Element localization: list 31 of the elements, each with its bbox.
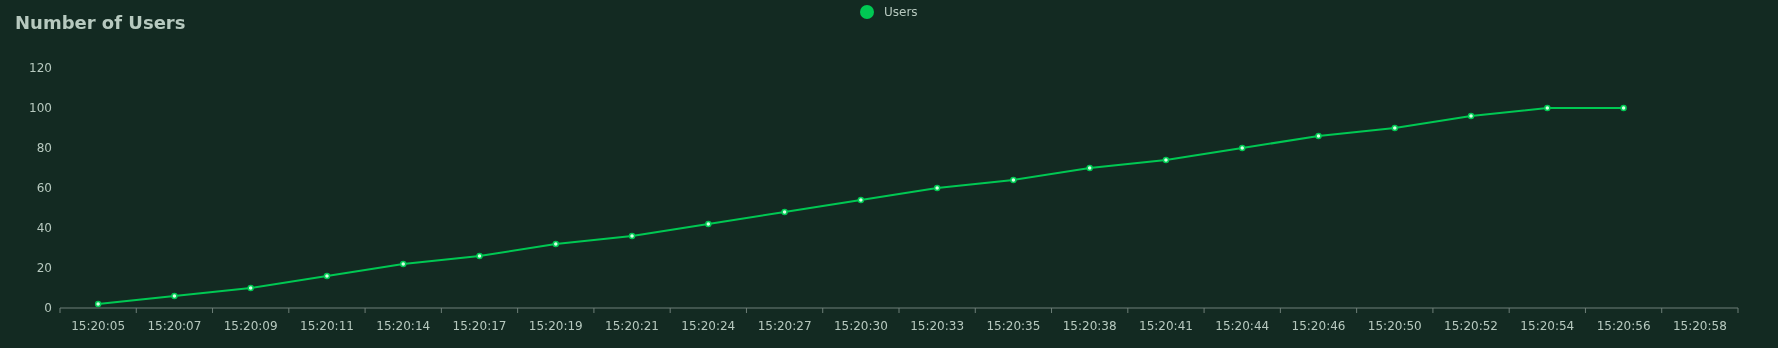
x-tick-label: 15:20:35 bbox=[986, 319, 1041, 333]
x-tick-label: 15:20:30 bbox=[833, 319, 888, 333]
x-tick-label: 15:20:19 bbox=[528, 319, 583, 333]
x-tick-label: 15:20:21 bbox=[605, 319, 659, 333]
x-tick-label: 15:20:46 bbox=[1291, 319, 1346, 333]
y-tick-label: 60 bbox=[36, 181, 52, 195]
x-tick-label: 15:20:38 bbox=[1062, 319, 1117, 333]
y-tick-label: 100 bbox=[29, 101, 52, 115]
x-tick-label: 15:20:07 bbox=[147, 319, 202, 333]
y-tick-label: 20 bbox=[36, 261, 52, 275]
y-tick-label: 120 bbox=[29, 61, 52, 75]
x-tick-label: 15:20:05 bbox=[71, 319, 126, 333]
x-tick-label: 15:20:58 bbox=[1672, 319, 1727, 333]
x-tick-label: 15:20:44 bbox=[1215, 319, 1270, 333]
x-tick-label: 15:20:54 bbox=[1520, 319, 1575, 333]
x-tick-label: 15:20:33 bbox=[910, 319, 965, 333]
x-tick-label: 15:20:27 bbox=[757, 319, 812, 333]
x-tick-label: 15:20:52 bbox=[1444, 319, 1498, 333]
legend-label: Users bbox=[884, 5, 918, 19]
x-tick-label: 15:20:24 bbox=[681, 319, 736, 333]
x-tick-label: 15:20:11 bbox=[300, 319, 354, 333]
x-tick-label: 15:20:14 bbox=[376, 319, 431, 333]
y-tick-label: 40 bbox=[36, 221, 52, 235]
x-tick-label: 15:20:41 bbox=[1139, 319, 1193, 333]
x-tick-label: 15:20:09 bbox=[223, 319, 278, 333]
x-tick-label: 15:20:56 bbox=[1596, 319, 1651, 333]
y-tick-label: 0 bbox=[44, 301, 52, 315]
x-tick-label: 15:20:50 bbox=[1367, 319, 1422, 333]
x-tick-label: 15:20:17 bbox=[452, 319, 507, 333]
y-tick-label: 80 bbox=[36, 141, 52, 155]
chart-title: Number of Users bbox=[15, 12, 186, 33]
